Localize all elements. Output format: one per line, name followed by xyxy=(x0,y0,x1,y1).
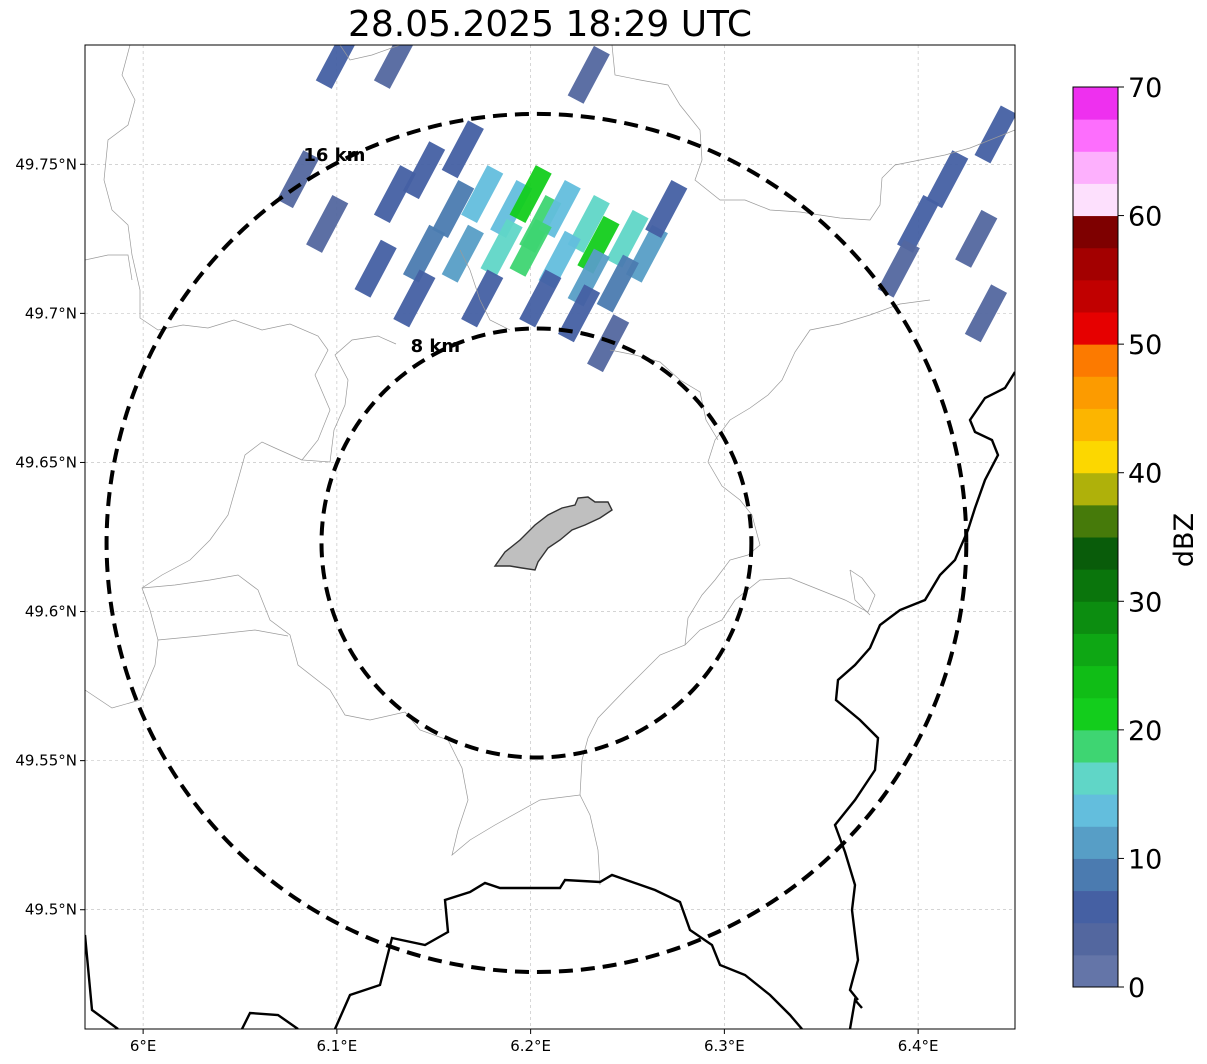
y-tick-label: 49.7°N xyxy=(25,304,77,322)
reflectivity-cell xyxy=(461,269,504,328)
colorbar-bin xyxy=(1073,697,1118,731)
colorbar-bin xyxy=(1073,408,1118,442)
colorbar-bin xyxy=(1073,954,1118,988)
y-tick-label: 49.65°N xyxy=(15,453,77,471)
colorbar-tick-label: 10 xyxy=(1128,844,1162,875)
reflectivity-cell xyxy=(402,141,446,200)
reflectivity-cell xyxy=(441,224,484,283)
range-ring-label: 8 km xyxy=(411,336,461,357)
colorbar-bin xyxy=(1073,440,1118,474)
colorbar-bin xyxy=(1073,472,1118,506)
range-ring-label: 16 km xyxy=(303,145,365,166)
colorbar-tick-label: 30 xyxy=(1128,587,1162,618)
colorbar-bin xyxy=(1073,312,1118,345)
colorbar-bin xyxy=(1073,344,1118,377)
reflectivity-cell xyxy=(509,218,552,277)
reflectivity-cell xyxy=(955,209,998,268)
colorbar-bin xyxy=(1073,87,1118,120)
axis-ticks: 6°E 6.1°E 6.2°E 6.3°E 6.4°E 49.5°N 49.55°N 49.6… xyxy=(15,155,938,1055)
reflectivity-cell xyxy=(306,194,349,253)
reflectivity-cell xyxy=(509,165,552,224)
colorbar-bin xyxy=(1073,601,1118,634)
colorbar-bin xyxy=(1073,729,1118,763)
colorbar-bin xyxy=(1073,376,1118,409)
colorbar-bin xyxy=(1073,762,1118,795)
reflectivity-layer xyxy=(277,45,1015,373)
reflectivity-cell xyxy=(587,314,630,373)
colorbar-bin xyxy=(1073,858,1118,892)
colorbar-tick-label: 60 xyxy=(1128,202,1162,233)
colorbar-tick-label: 40 xyxy=(1128,459,1162,490)
colorbar-bin xyxy=(1073,922,1118,956)
reflectivity-cell xyxy=(538,180,581,238)
reflectivity-cell xyxy=(596,254,639,313)
reflectivity-cell xyxy=(557,284,601,343)
colorbar-bin xyxy=(1073,633,1118,667)
y-tick-label: 49.75°N xyxy=(15,155,77,173)
colorbar-bin xyxy=(1073,504,1118,538)
reflectivity-cell xyxy=(402,224,446,283)
reflectivity-cell xyxy=(441,120,484,179)
reflectivity-cell xyxy=(625,224,668,283)
colorbar-tick-label: 0 xyxy=(1128,973,1145,1004)
range-rings: 8 km 16 km xyxy=(104,111,969,975)
y-tick-label: 49.55°N xyxy=(15,752,77,770)
colorbar-bin xyxy=(1073,183,1118,217)
colorbar-bin xyxy=(1073,215,1118,249)
x-tick-label: 6.1°E xyxy=(316,1037,357,1055)
colorbar-bin xyxy=(1073,826,1118,859)
colorbar-bin xyxy=(1073,119,1118,152)
reflectivity-cell xyxy=(432,180,475,238)
reflectivity-cell xyxy=(897,194,940,253)
reflectivity-cell xyxy=(567,45,610,104)
reflectivity-cell xyxy=(606,209,649,268)
reflectivity-cell xyxy=(480,218,523,277)
reflectivity-cell xyxy=(645,180,688,238)
reflectivity-cell xyxy=(354,239,397,298)
national-border xyxy=(85,371,1015,1029)
reflectivity-cell xyxy=(577,215,620,274)
reflectivity-cell xyxy=(964,284,1008,343)
reflectivity-cell xyxy=(877,239,920,298)
colorbar-frame xyxy=(1072,86,1119,988)
reflectivity-cell xyxy=(373,165,417,224)
y-tick-label: 49.5°N xyxy=(25,901,77,919)
colorbar-bin xyxy=(1073,794,1118,827)
range-ring xyxy=(104,111,969,975)
plot-frame xyxy=(84,44,1016,1030)
colorbar-bin xyxy=(1073,665,1118,699)
reflectivity-cell xyxy=(461,165,504,224)
reflectivity-cell xyxy=(393,269,436,328)
range-ring xyxy=(319,326,754,760)
regional-boundaries xyxy=(85,45,1015,886)
colorbar-bin xyxy=(1073,890,1118,924)
x-tick-label: 6°E xyxy=(130,1037,157,1055)
x-tick-label: 6.3°E xyxy=(704,1037,745,1055)
colorbar-bin xyxy=(1073,569,1118,602)
colorbar-bin xyxy=(1073,537,1118,570)
reflectivity-cell xyxy=(519,269,562,328)
y-tick-label: 49.6°N xyxy=(25,603,77,621)
colorbar-bin xyxy=(1073,151,1118,184)
colorbar-tick-label: 50 xyxy=(1128,330,1162,361)
colorbar-tick-label: 20 xyxy=(1128,716,1162,747)
reflectivity-cell xyxy=(974,105,1015,164)
colorbar-label: dBZ xyxy=(1169,513,1200,567)
colorbar: 0 10 20 30 40 50 60 70 xyxy=(1072,73,1162,1004)
x-tick-label: 6.2°E xyxy=(510,1037,551,1055)
colorbar-bin xyxy=(1073,247,1118,281)
map-title: 28.05.2025 18:29 UTC xyxy=(347,4,753,45)
city-outline xyxy=(493,496,613,571)
colorbar-tick-label: 70 xyxy=(1128,73,1162,104)
x-tick-label: 6.4°E xyxy=(898,1037,939,1055)
reflectivity-cell xyxy=(277,150,320,209)
colorbar-bin xyxy=(1073,279,1118,313)
reflectivity-cell xyxy=(926,150,969,209)
reflectivity-cell xyxy=(567,248,610,307)
